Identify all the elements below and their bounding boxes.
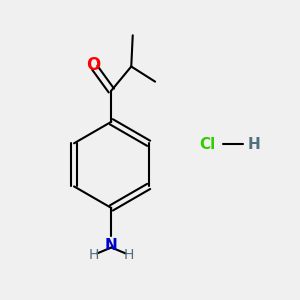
Text: N: N <box>105 238 118 253</box>
Text: O: O <box>86 56 100 74</box>
Text: H: H <box>88 248 99 262</box>
Text: H: H <box>248 136 261 152</box>
Text: Cl: Cl <box>199 136 215 152</box>
Text: H: H <box>124 248 134 262</box>
